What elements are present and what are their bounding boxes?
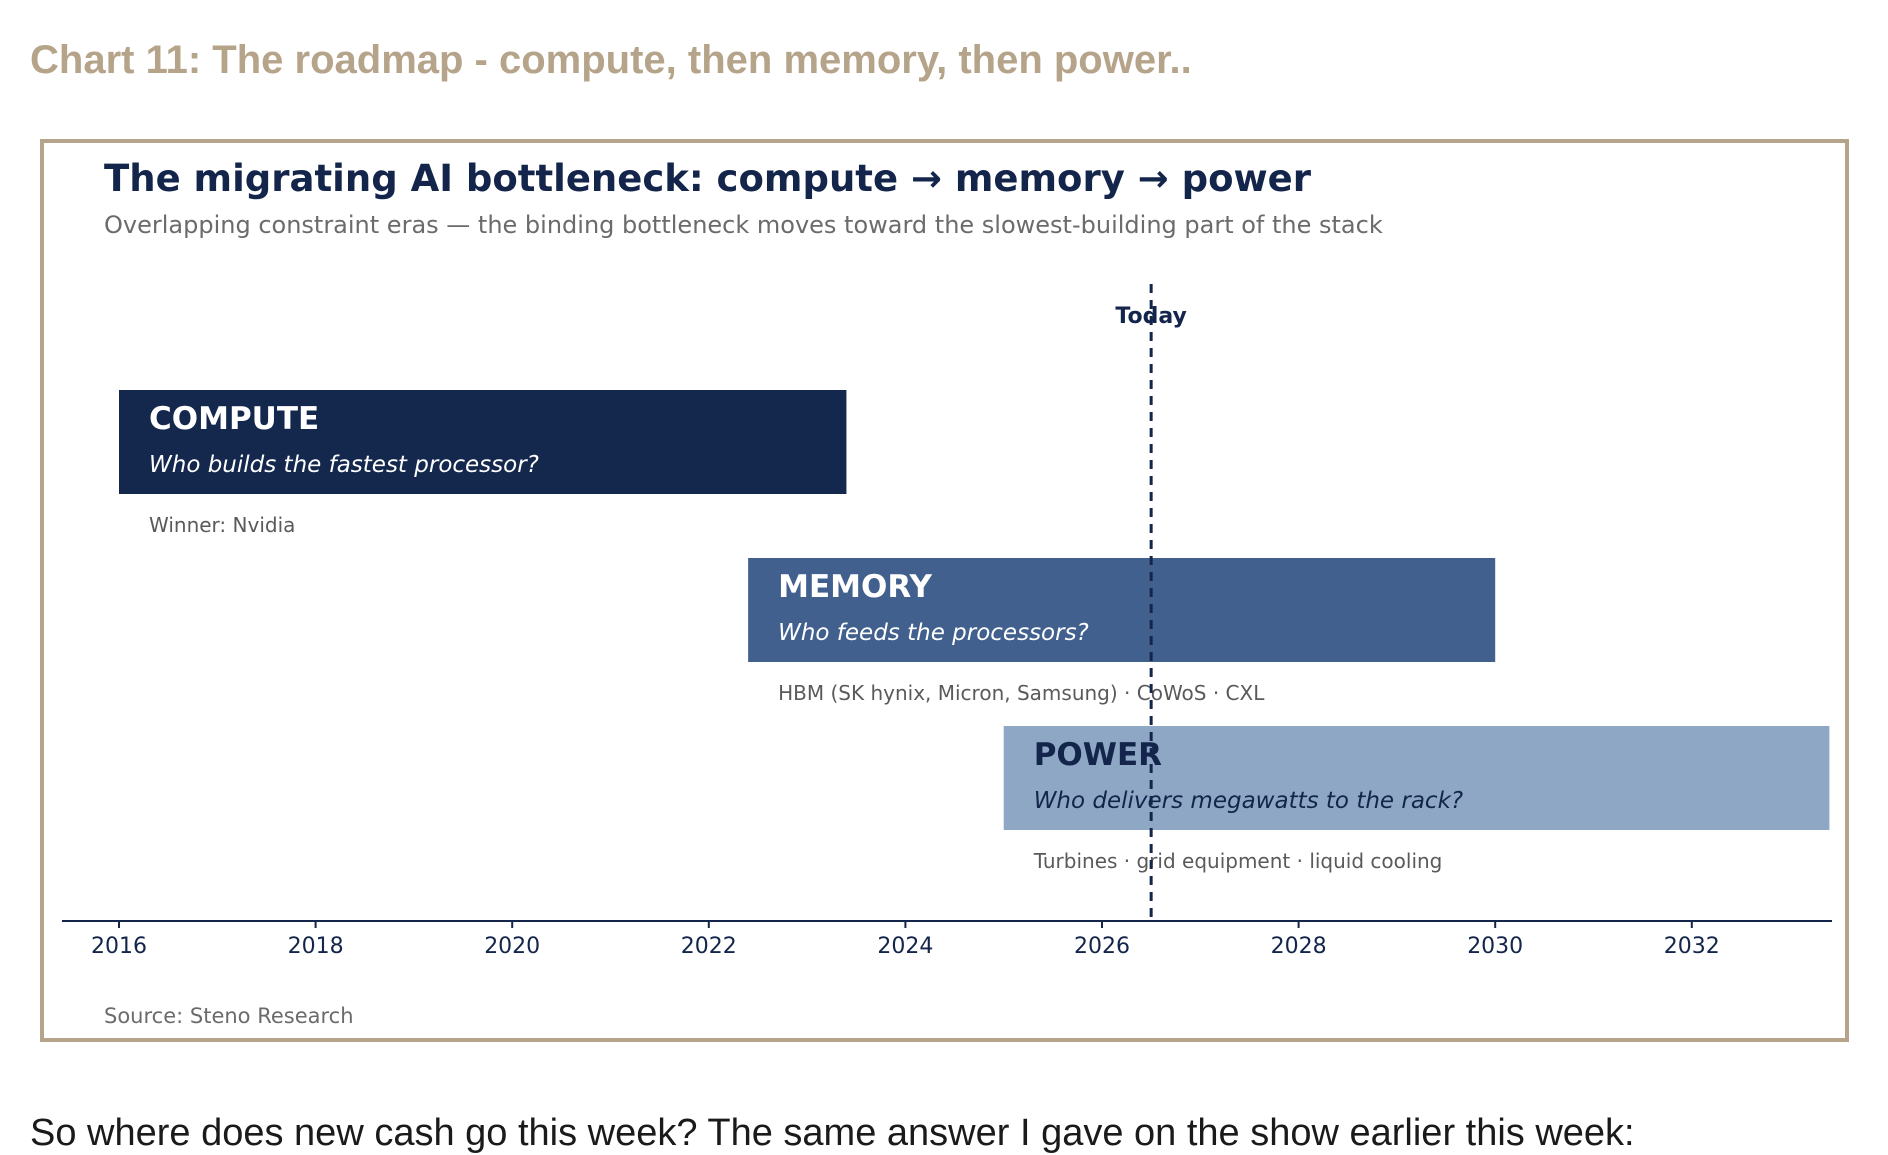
era-bar (119, 390, 847, 494)
era-power: POWER Who delivers megawatts to the rack?… (1003, 726, 1830, 873)
era-note: Winner: Nvidia (149, 513, 295, 537)
era-question: Who builds the fastest processor? (149, 452, 539, 478)
era-note: Turbines · grid equipment · liquid cooli… (1033, 849, 1443, 873)
today-label: Today (1115, 304, 1186, 329)
timeline-chart: The migrating AI bottleneck: compute → m… (62, 157, 1832, 1028)
x-tick-label: 2028 (1271, 934, 1327, 959)
era-bar (1003, 726, 1830, 830)
era-name: COMPUTE (149, 401, 319, 437)
era-question: Who feeds the processors? (778, 620, 1089, 646)
page-heading: Chart 11: The roadmap - compute, then me… (30, 38, 1192, 82)
era-compute: COMPUTE Who builds the fastest processor?… (119, 390, 847, 537)
body-paragraph: So where does new cash go this week? The… (30, 1112, 1635, 1154)
x-tick-label: 2024 (877, 934, 933, 959)
era-name: MEMORY (778, 569, 932, 605)
eras-layer: COMPUTE Who builds the fastest processor?… (119, 390, 1830, 873)
x-tick-label: 2018 (288, 934, 344, 959)
x-tick-label: 2026 (1074, 934, 1130, 959)
chart-figure: The migrating AI bottleneck: compute → m… (40, 139, 1849, 1042)
chart-source: Source: Steno Research (104, 1004, 354, 1028)
x-axis: 2016 2018 2020 2022 2024 2026 2028 2030 2032 (62, 920, 1832, 959)
era-name: POWER (1034, 737, 1162, 773)
x-tick-label: 2032 (1664, 934, 1720, 959)
x-tick-label: 2020 (484, 934, 540, 959)
era-question: Who delivers megawatts to the rack? (1034, 788, 1463, 814)
era-bar (748, 558, 1496, 662)
x-tick-label: 2016 (91, 934, 147, 959)
today-marker: Today (1115, 284, 1187, 921)
era-note: HBM (SK hynix, Micron, Samsung) · CoWoS … (778, 681, 1265, 705)
x-tick-label: 2022 (681, 934, 737, 959)
chart-subtitle: Overlapping constraint eras — the bindin… (104, 211, 1383, 239)
era-memory: MEMORY Who feeds the processors? HBM (SK h… (748, 558, 1496, 705)
chart-title: The migrating AI bottleneck: compute → m… (104, 157, 1312, 200)
x-tick-label: 2030 (1467, 934, 1523, 959)
